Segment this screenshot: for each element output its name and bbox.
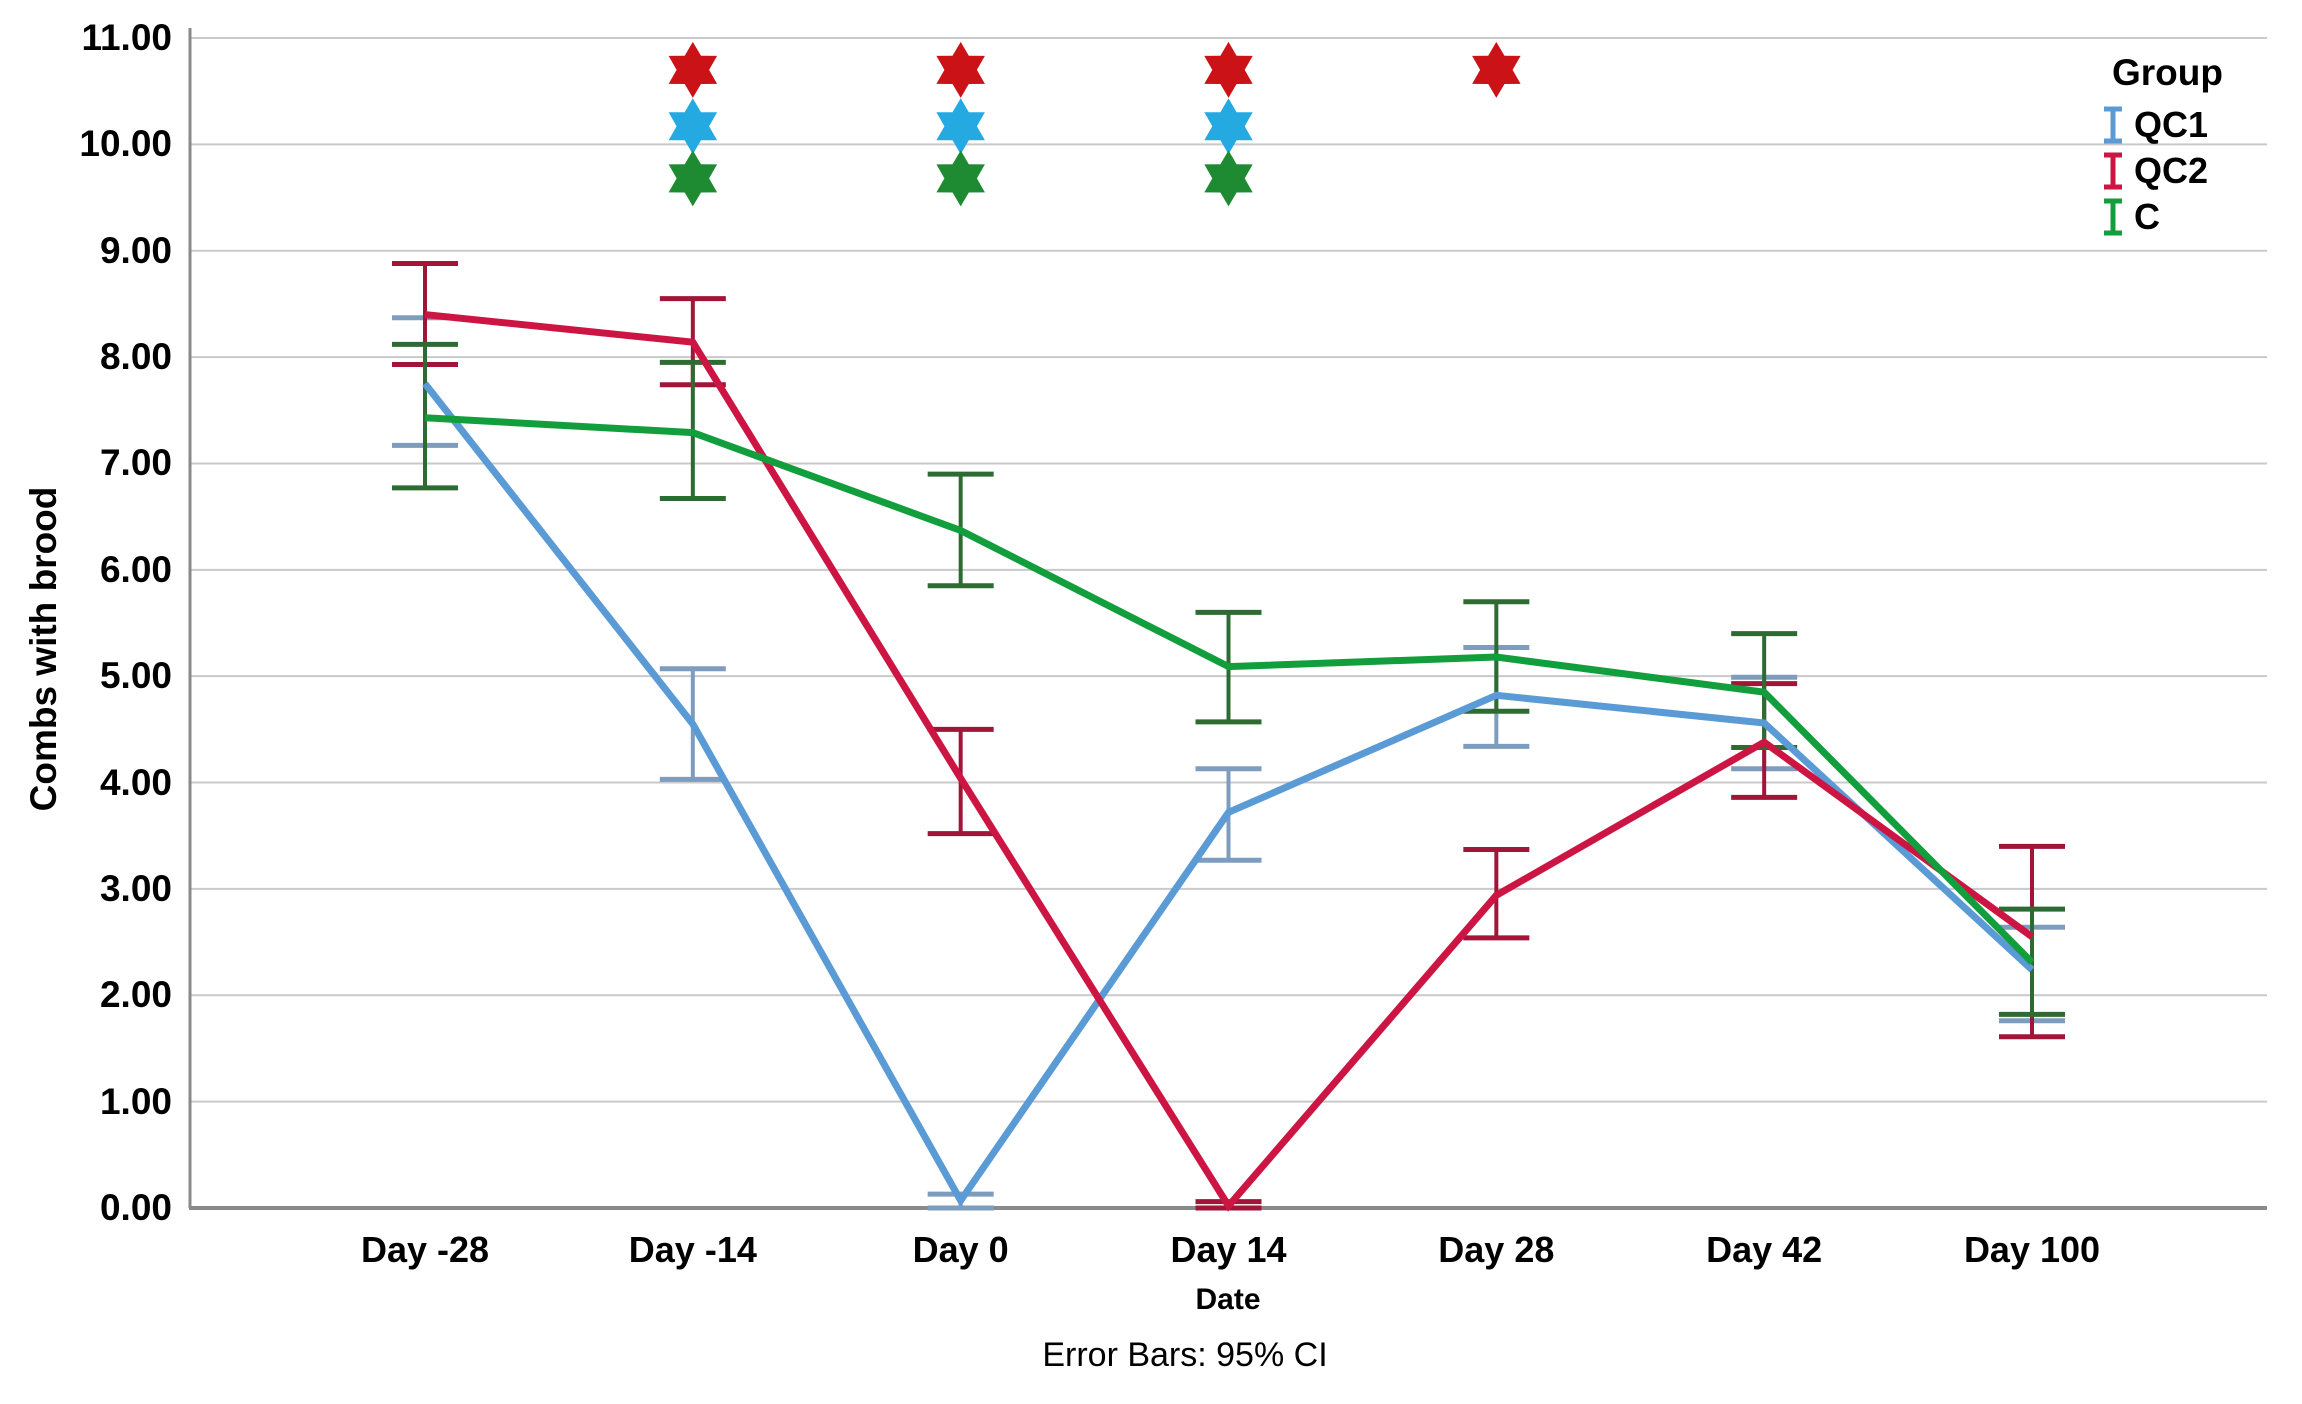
- legend-label: QC2: [2134, 150, 2209, 191]
- series-line-QC2: [424, 311, 2035, 1212]
- error-bar-icon: [2104, 198, 2122, 236]
- legend-label: C: [2134, 196, 2160, 237]
- x-tick-label: Day 42: [1706, 1229, 1823, 1270]
- significance-star: [936, 98, 985, 155]
- y-tick-label: 11.00: [81, 17, 172, 58]
- x-tick-label: Day 100: [1963, 1229, 2101, 1270]
- y-tick-label: 0.00: [99, 1187, 172, 1228]
- y-tick-label: 4.00: [99, 761, 172, 803]
- error-bar-icon: [2104, 106, 2122, 144]
- y-tick-label: 2.00: [99, 974, 172, 1016]
- x-tick-label: Day 28: [1438, 1229, 1555, 1270]
- x-tick-label: Day 14: [1170, 1229, 1287, 1270]
- legend-title: Group: [2112, 52, 2223, 93]
- y-tick-label: 6.00: [99, 548, 172, 590]
- error-bar-icon: [2104, 152, 2122, 190]
- legend-label: QC1: [2134, 104, 2209, 145]
- y-tick-label: 7.00: [99, 442, 172, 484]
- legend-entries: QC1 QC2 C: [2100, 102, 2223, 240]
- series-line-C: [424, 414, 2035, 965]
- y-tick-label: 3.00: [99, 867, 172, 909]
- y-tick-label: 9.00: [99, 229, 172, 271]
- y-tick-label: 1.00: [99, 1080, 172, 1122]
- significance-star: [668, 150, 718, 207]
- significance-star: [668, 41, 718, 98]
- y-tick-label: 5.00: [99, 655, 172, 697]
- legend: Group QC1 QC2 C: [2100, 52, 2223, 240]
- series-line-QC1: [422, 381, 2035, 1208]
- legend-item-C: C: [2100, 194, 2223, 240]
- y-tick-label: 10.00: [79, 123, 172, 165]
- significance-star: [936, 150, 985, 207]
- significance-star: [1204, 41, 1253, 98]
- x-axis-title: Date: [1195, 1283, 1261, 1316]
- significance-star: [1204, 150, 1253, 207]
- x-tick-label: Day 0: [912, 1229, 1009, 1270]
- significance-star: [1204, 98, 1253, 155]
- legend-item-QC1: QC1: [2100, 102, 2223, 148]
- significance-star: [668, 98, 718, 155]
- y-tick-label: 8.00: [99, 336, 172, 378]
- x-tick-label: Day -14: [628, 1229, 757, 1270]
- legend-item-QC2: QC2: [2100, 148, 2223, 194]
- x-tick-label: Day -28: [360, 1229, 490, 1270]
- significance-star: [936, 41, 985, 98]
- significance-star: [1472, 41, 1521, 98]
- error-bars-caption: Error Bars: 95% CI: [1042, 1336, 1328, 1374]
